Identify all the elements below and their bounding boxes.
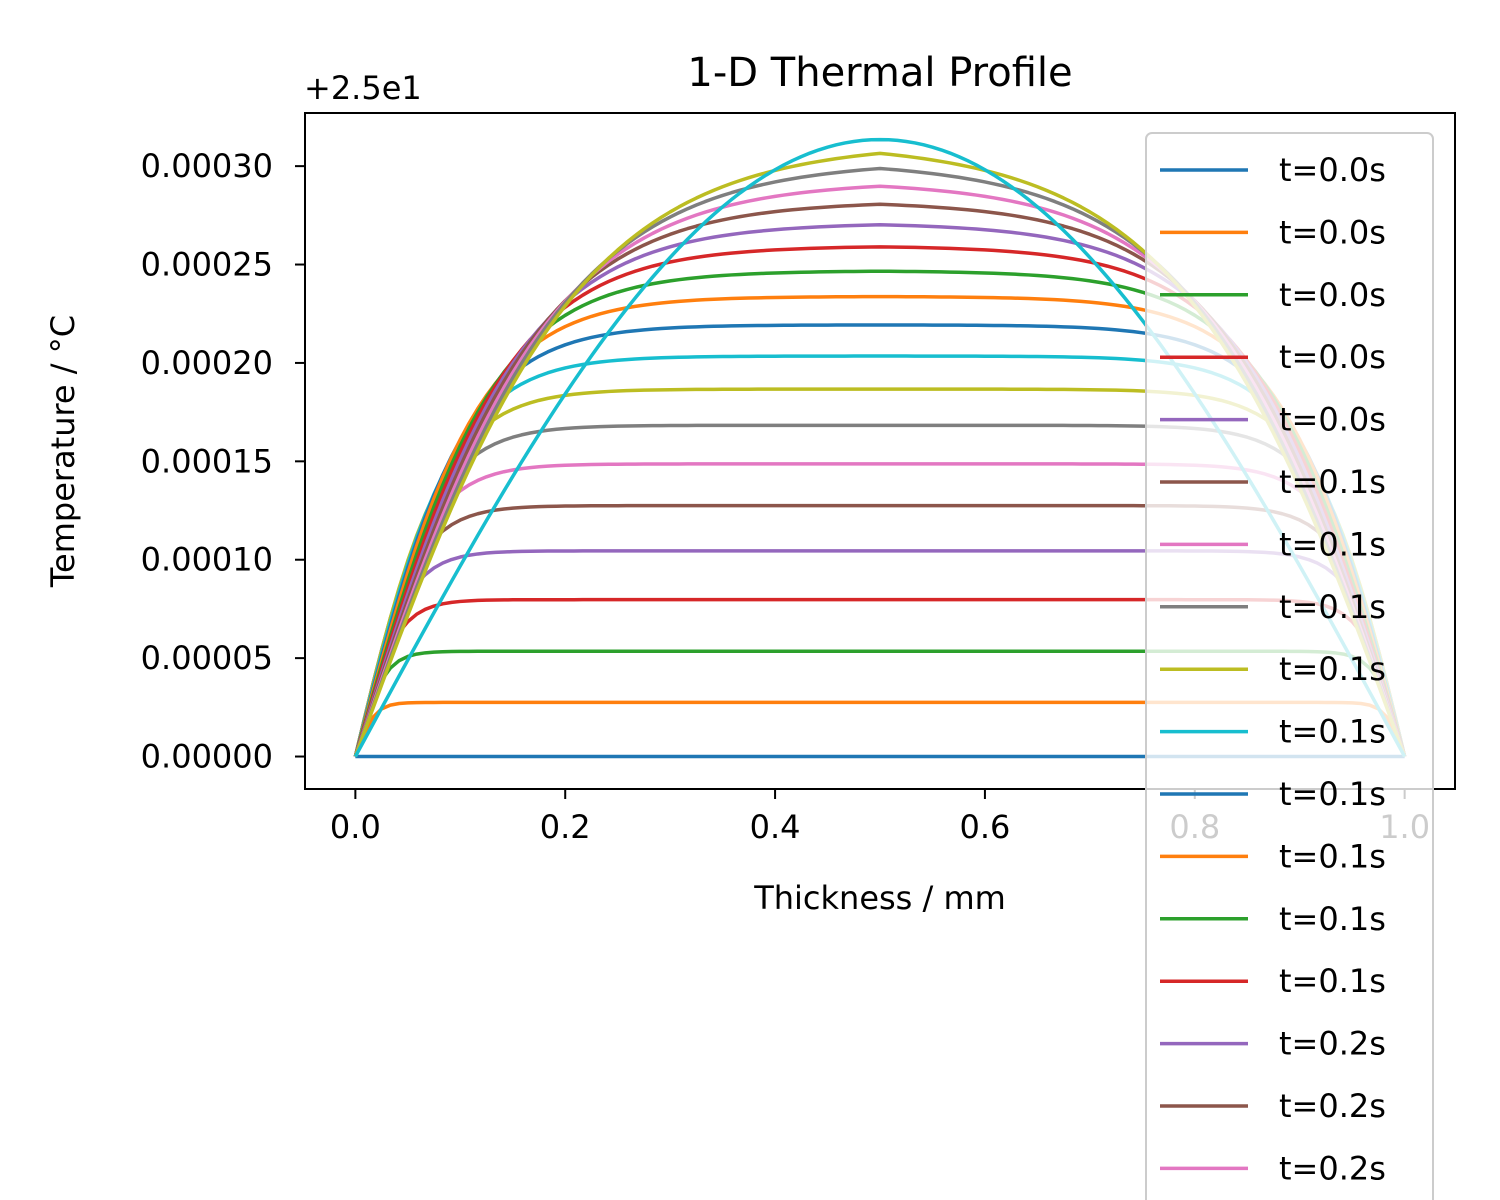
chart-title: 1-D Thermal Profile <box>687 50 1072 96</box>
x-tick-label: 0.2 <box>540 808 591 846</box>
legend-label: t=0.1s <box>1279 775 1386 813</box>
legend-label: t=0.0s <box>1279 401 1386 439</box>
y-tick-label: 0.00030 <box>141 147 273 185</box>
y-tick-label: 0.00010 <box>141 541 273 579</box>
y-offset-label: +2.5e1 <box>304 69 422 107</box>
y-axis-label: Temperature / °C <box>44 315 82 588</box>
legend-label: t=0.1s <box>1279 463 1386 501</box>
legend-label: t=0.0s <box>1279 276 1386 314</box>
y-tick-label: 0.00025 <box>141 246 273 284</box>
legend-label: t=0.2s <box>1279 1025 1386 1063</box>
legend-label: t=0.1s <box>1279 962 1386 1000</box>
legend-frame <box>1145 132 1434 1200</box>
legend-label: t=0.1s <box>1279 713 1386 751</box>
legend-label: t=0.1s <box>1279 588 1386 626</box>
legend-label: t=0.0s <box>1279 213 1386 251</box>
y-tick-label: 0.00000 <box>141 738 273 776</box>
y-tick-label: 0.00005 <box>141 639 273 677</box>
y-axis: 0.00000 0.00005 0.00010 0.00015 0.00020 0.000… <box>141 147 305 776</box>
y-tick-label: 0.00015 <box>141 442 273 480</box>
legend: t=0.0s t=0.0s t=0.0s t=0.0s t=0.0s t=0.1s t=0.… <box>1145 132 1434 1200</box>
legend-label: t=0.2s <box>1279 1149 1386 1187</box>
legend-label: t=0.1s <box>1279 900 1386 938</box>
legend-label: t=0.0s <box>1279 338 1386 376</box>
legend-label: t=0.1s <box>1279 837 1386 875</box>
legend-entries: t=0.0s t=0.0s t=0.0s t=0.0s t=0.0s t=0.1s t=0.… <box>1160 151 1386 1187</box>
legend-label: t=0.1s <box>1279 525 1386 563</box>
x-axis-label: Thickness / mm <box>753 879 1006 917</box>
x-tick-label: 0.6 <box>959 808 1010 846</box>
legend-label: t=0.2s <box>1279 1087 1386 1125</box>
axes-frame <box>304 112 1456 790</box>
y-tick-label: 0.00020 <box>141 344 273 382</box>
legend-label: t=0.1s <box>1279 650 1386 688</box>
x-tick-label: 0.4 <box>750 808 801 846</box>
x-tick-label: 0.0 <box>330 808 381 846</box>
legend-label: t=0.0s <box>1279 151 1386 189</box>
